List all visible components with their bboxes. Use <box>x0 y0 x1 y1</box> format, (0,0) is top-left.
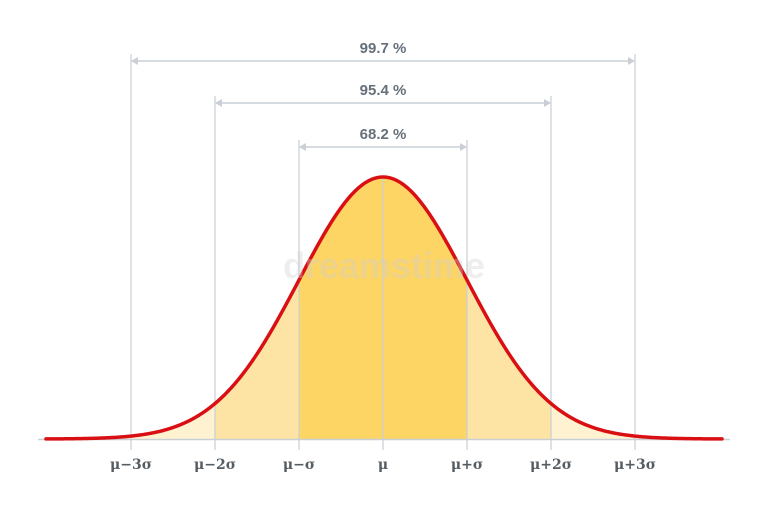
arrow-left-icon <box>299 143 306 151</box>
bracket-3-sigma: 99.7 % <box>131 40 635 65</box>
arrow-right-icon <box>628 57 635 65</box>
bracket-percent-label: 99.7 % <box>360 40 407 57</box>
tick-label: μ−σ <box>283 457 315 473</box>
bracket-1-sigma: 68.2 % <box>299 126 467 151</box>
tick-label: μ <box>378 457 388 473</box>
tick-label: μ−2σ <box>194 457 236 473</box>
fill-right-tail <box>551 403 722 439</box>
tick-label: μ+σ <box>451 457 483 473</box>
density-curve <box>44 175 724 441</box>
arrow-left-icon <box>131 57 138 65</box>
arrow-right-icon <box>460 143 467 151</box>
fill-left-tail <box>46 403 215 439</box>
arrow-right-icon <box>544 99 551 107</box>
interval-brackets: 68.2 % 95.4 % 99.7 % <box>131 40 635 151</box>
tick-label: μ−3σ <box>110 457 152 473</box>
watermark: dreamstime <box>283 245 485 286</box>
tick-label: μ+2σ <box>530 457 572 473</box>
tick-label: μ+3σ <box>614 457 656 473</box>
arrow-left-icon <box>215 99 222 107</box>
area-fills <box>46 177 722 439</box>
tick-labels: μ−3σ μ−2σ μ−σ μ μ+σ μ+2σ μ+3σ <box>110 457 656 473</box>
bell-curve-line <box>44 175 724 441</box>
sigma-guide-lines <box>130 54 636 450</box>
bracket-percent-label: 68.2 % <box>360 126 407 143</box>
bracket-2-sigma: 95.4 % <box>215 82 551 107</box>
bracket-percent-label: 95.4 % <box>360 82 407 99</box>
